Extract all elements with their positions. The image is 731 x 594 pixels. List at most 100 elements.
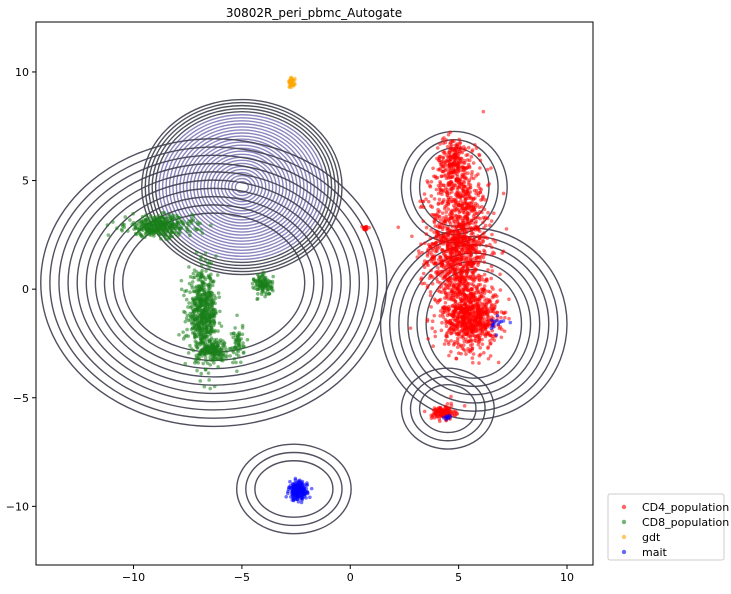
data-point [257, 283, 261, 288]
data-point [441, 258, 446, 262]
data-point [463, 309, 468, 314]
data-point [200, 231, 205, 235]
data-point [228, 354, 232, 358]
data-point [420, 281, 424, 286]
data-point [139, 219, 144, 223]
data-point [132, 227, 136, 231]
y-tick-label: 0 [22, 283, 29, 296]
data-point [212, 337, 217, 342]
data-point [439, 255, 443, 260]
x-tick-label: −5 [234, 571, 250, 584]
data-point [468, 183, 473, 187]
data-point [267, 287, 271, 292]
data-point [430, 281, 435, 286]
scatter-points [105, 75, 513, 505]
data-point [189, 221, 194, 225]
data-point [468, 291, 473, 296]
data-point [458, 196, 463, 200]
data-point [203, 344, 208, 348]
data-point [434, 270, 438, 275]
data-point [443, 404, 448, 409]
data-point [202, 313, 207, 318]
data-point [263, 278, 268, 282]
chart-title: 30802R_peri_pbmc_Autogate [226, 6, 402, 20]
data-point [192, 326, 197, 331]
data-point [190, 283, 194, 288]
data-point [470, 200, 475, 204]
data-point [162, 224, 166, 228]
data-point [439, 174, 444, 178]
y-tick-label: 10 [15, 66, 29, 79]
data-point [149, 223, 154, 228]
data-point [433, 329, 437, 334]
data-point [449, 229, 453, 234]
data-point [260, 285, 264, 290]
data-point [231, 350, 236, 355]
data-point [481, 310, 486, 315]
data-point [457, 177, 461, 182]
data-point [433, 224, 438, 228]
data-point [445, 144, 450, 149]
data-point [459, 335, 464, 339]
data-point [453, 200, 458, 205]
data-point [450, 291, 454, 295]
contour-line [58, 154, 370, 411]
data-point [421, 205, 426, 210]
data-point [440, 211, 445, 215]
contour-line [158, 114, 326, 261]
data-point [199, 228, 203, 232]
data-point [446, 172, 451, 176]
contour-line [234, 180, 250, 194]
data-point [436, 266, 440, 270]
data-point [444, 217, 448, 221]
data-point [188, 343, 192, 348]
data-point [442, 342, 447, 346]
data-point [453, 222, 457, 226]
data-point [469, 228, 474, 233]
data-point [138, 232, 143, 237]
data-point [223, 345, 227, 349]
data-point [495, 299, 500, 303]
data-point [501, 191, 506, 196]
data-point [186, 351, 191, 355]
data-point [455, 411, 459, 416]
data-point [271, 274, 275, 279]
data-point [431, 166, 435, 171]
data-point [111, 220, 115, 224]
data-point [455, 345, 460, 350]
data-point [213, 296, 218, 300]
data-point [189, 347, 194, 351]
plot-frame [35, 21, 594, 566]
data-point [159, 215, 163, 220]
data-point [442, 136, 446, 140]
x-axis: −10 −5 0 5 10 [122, 565, 574, 584]
data-point [481, 255, 486, 260]
data-point [408, 326, 413, 330]
data-point [455, 272, 459, 277]
data-point [482, 350, 486, 355]
data-point [240, 332, 245, 337]
data-point [486, 315, 491, 319]
data-point [459, 245, 463, 250]
data-point [212, 344, 217, 348]
data-point [498, 320, 502, 324]
data-point [459, 306, 463, 311]
data-point [424, 225, 429, 230]
data-point [444, 338, 448, 343]
data-point [498, 272, 502, 277]
data-point [480, 197, 485, 202]
data-point [206, 302, 211, 307]
data-point [153, 228, 157, 233]
data-point [462, 195, 467, 199]
data-point [427, 250, 432, 255]
data-point [202, 384, 207, 389]
data-point [437, 155, 442, 159]
data-point [170, 230, 175, 235]
data-point [459, 267, 464, 271]
data-point [208, 363, 213, 367]
data-point [436, 202, 441, 206]
data-point [458, 216, 463, 220]
data-point [208, 340, 213, 344]
data-point [440, 412, 445, 417]
data-point [455, 326, 460, 330]
